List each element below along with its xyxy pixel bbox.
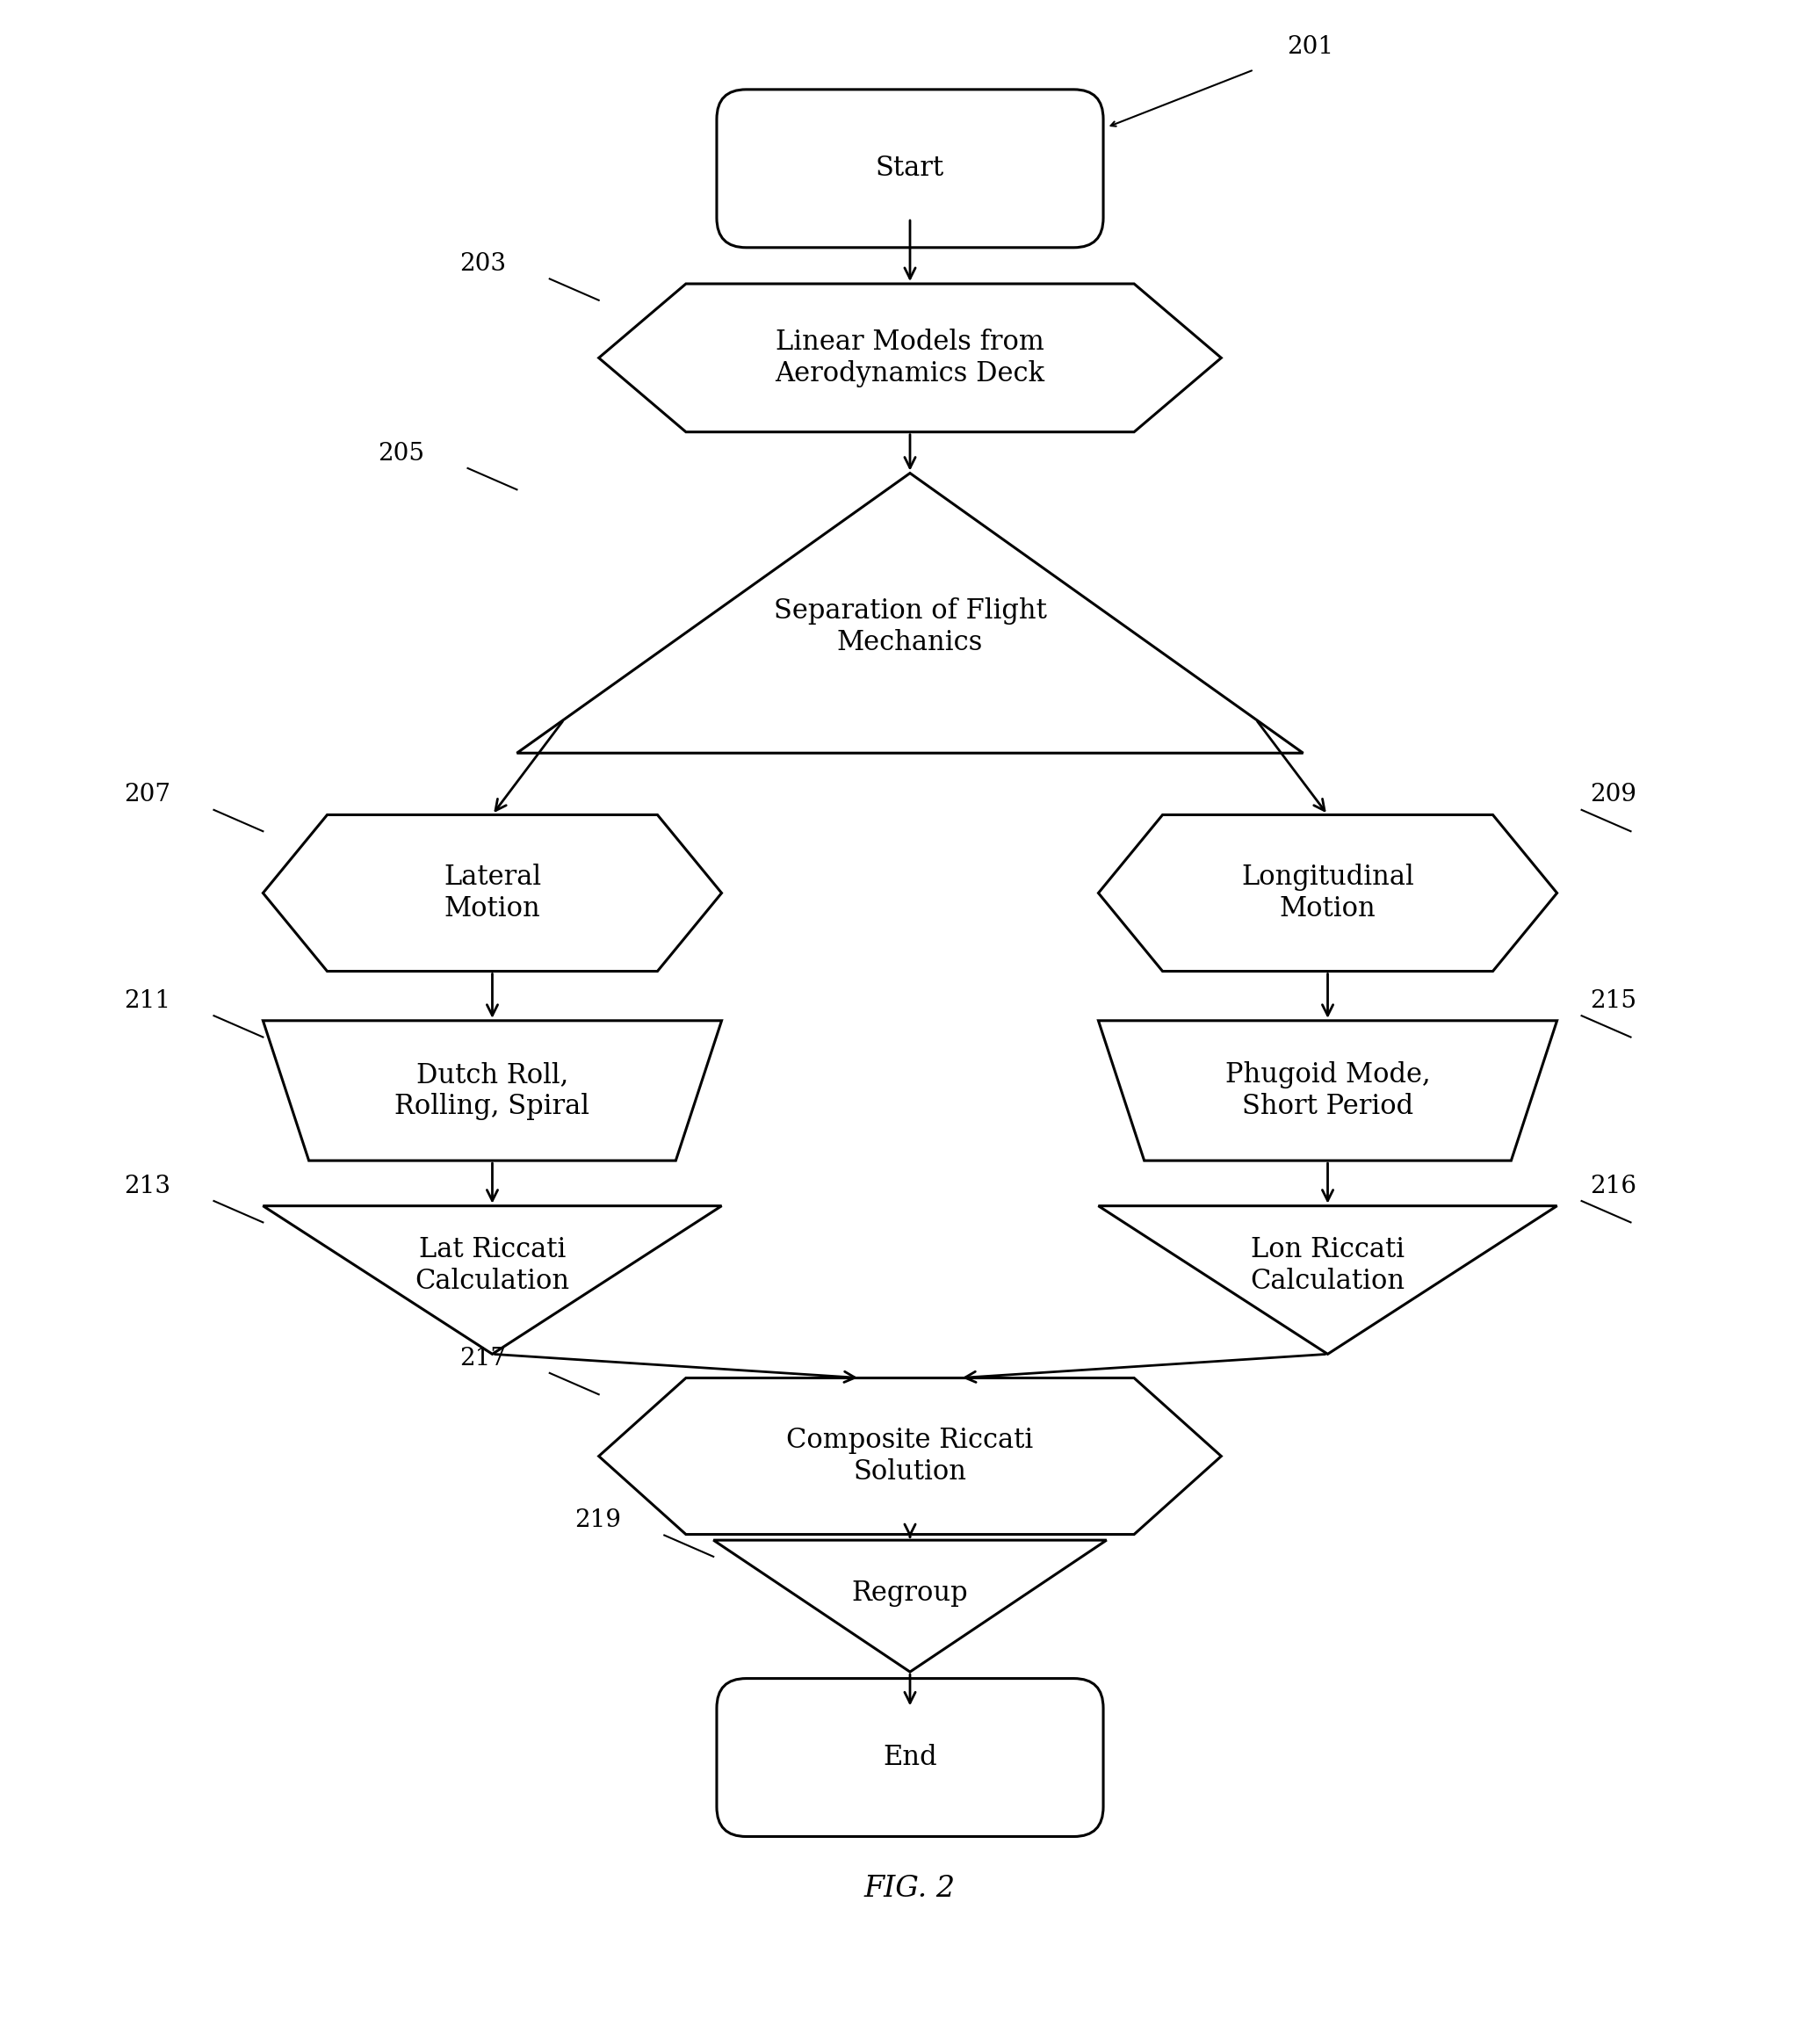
- Text: 217: 217: [459, 1347, 506, 1370]
- Text: End: End: [883, 1743, 937, 1772]
- Text: 201: 201: [1287, 35, 1334, 59]
- Polygon shape: [599, 284, 1221, 433]
- FancyBboxPatch shape: [717, 1678, 1103, 1837]
- Text: Regroup: Regroup: [852, 1579, 968, 1607]
- Text: 211: 211: [124, 990, 171, 1012]
- Text: 219: 219: [575, 1508, 621, 1532]
- Polygon shape: [713, 1540, 1107, 1672]
- Text: 207: 207: [124, 782, 171, 807]
- Text: Dutch Roll,
Rolling, Spiral: Dutch Roll, Rolling, Spiral: [395, 1061, 590, 1120]
- Polygon shape: [599, 1378, 1221, 1534]
- Polygon shape: [1097, 815, 1558, 971]
- Polygon shape: [262, 1205, 721, 1353]
- Polygon shape: [262, 815, 721, 971]
- Text: 203: 203: [459, 252, 506, 276]
- Text: 209: 209: [1591, 782, 1636, 807]
- Text: Lat Riccati
Calculation: Lat Riccati Calculation: [415, 1235, 570, 1294]
- Text: Separation of Flight
Mechanics: Separation of Flight Mechanics: [774, 597, 1046, 656]
- Text: Longitudinal
Motion: Longitudinal Motion: [1241, 864, 1414, 923]
- Text: 215: 215: [1591, 990, 1636, 1012]
- Text: Phugoid Mode,
Short Period: Phugoid Mode, Short Period: [1225, 1061, 1431, 1120]
- Text: 216: 216: [1591, 1174, 1636, 1199]
- Polygon shape: [1097, 1205, 1558, 1353]
- Text: Composite Riccati
Solution: Composite Riccati Solution: [786, 1426, 1034, 1485]
- Polygon shape: [1097, 1020, 1558, 1160]
- FancyBboxPatch shape: [717, 89, 1103, 248]
- Text: Lon Riccati
Calculation: Lon Riccati Calculation: [1250, 1235, 1405, 1294]
- Text: Linear Models from
Aerodynamics Deck: Linear Models from Aerodynamics Deck: [775, 329, 1045, 388]
- Text: Start: Start: [875, 154, 945, 183]
- Text: Lateral
Motion: Lateral Motion: [444, 864, 541, 923]
- Text: FIG. 2: FIG. 2: [864, 1876, 956, 1904]
- Text: 213: 213: [124, 1174, 171, 1199]
- Polygon shape: [262, 1020, 721, 1160]
- Polygon shape: [517, 473, 1303, 754]
- Text: 205: 205: [379, 441, 424, 465]
